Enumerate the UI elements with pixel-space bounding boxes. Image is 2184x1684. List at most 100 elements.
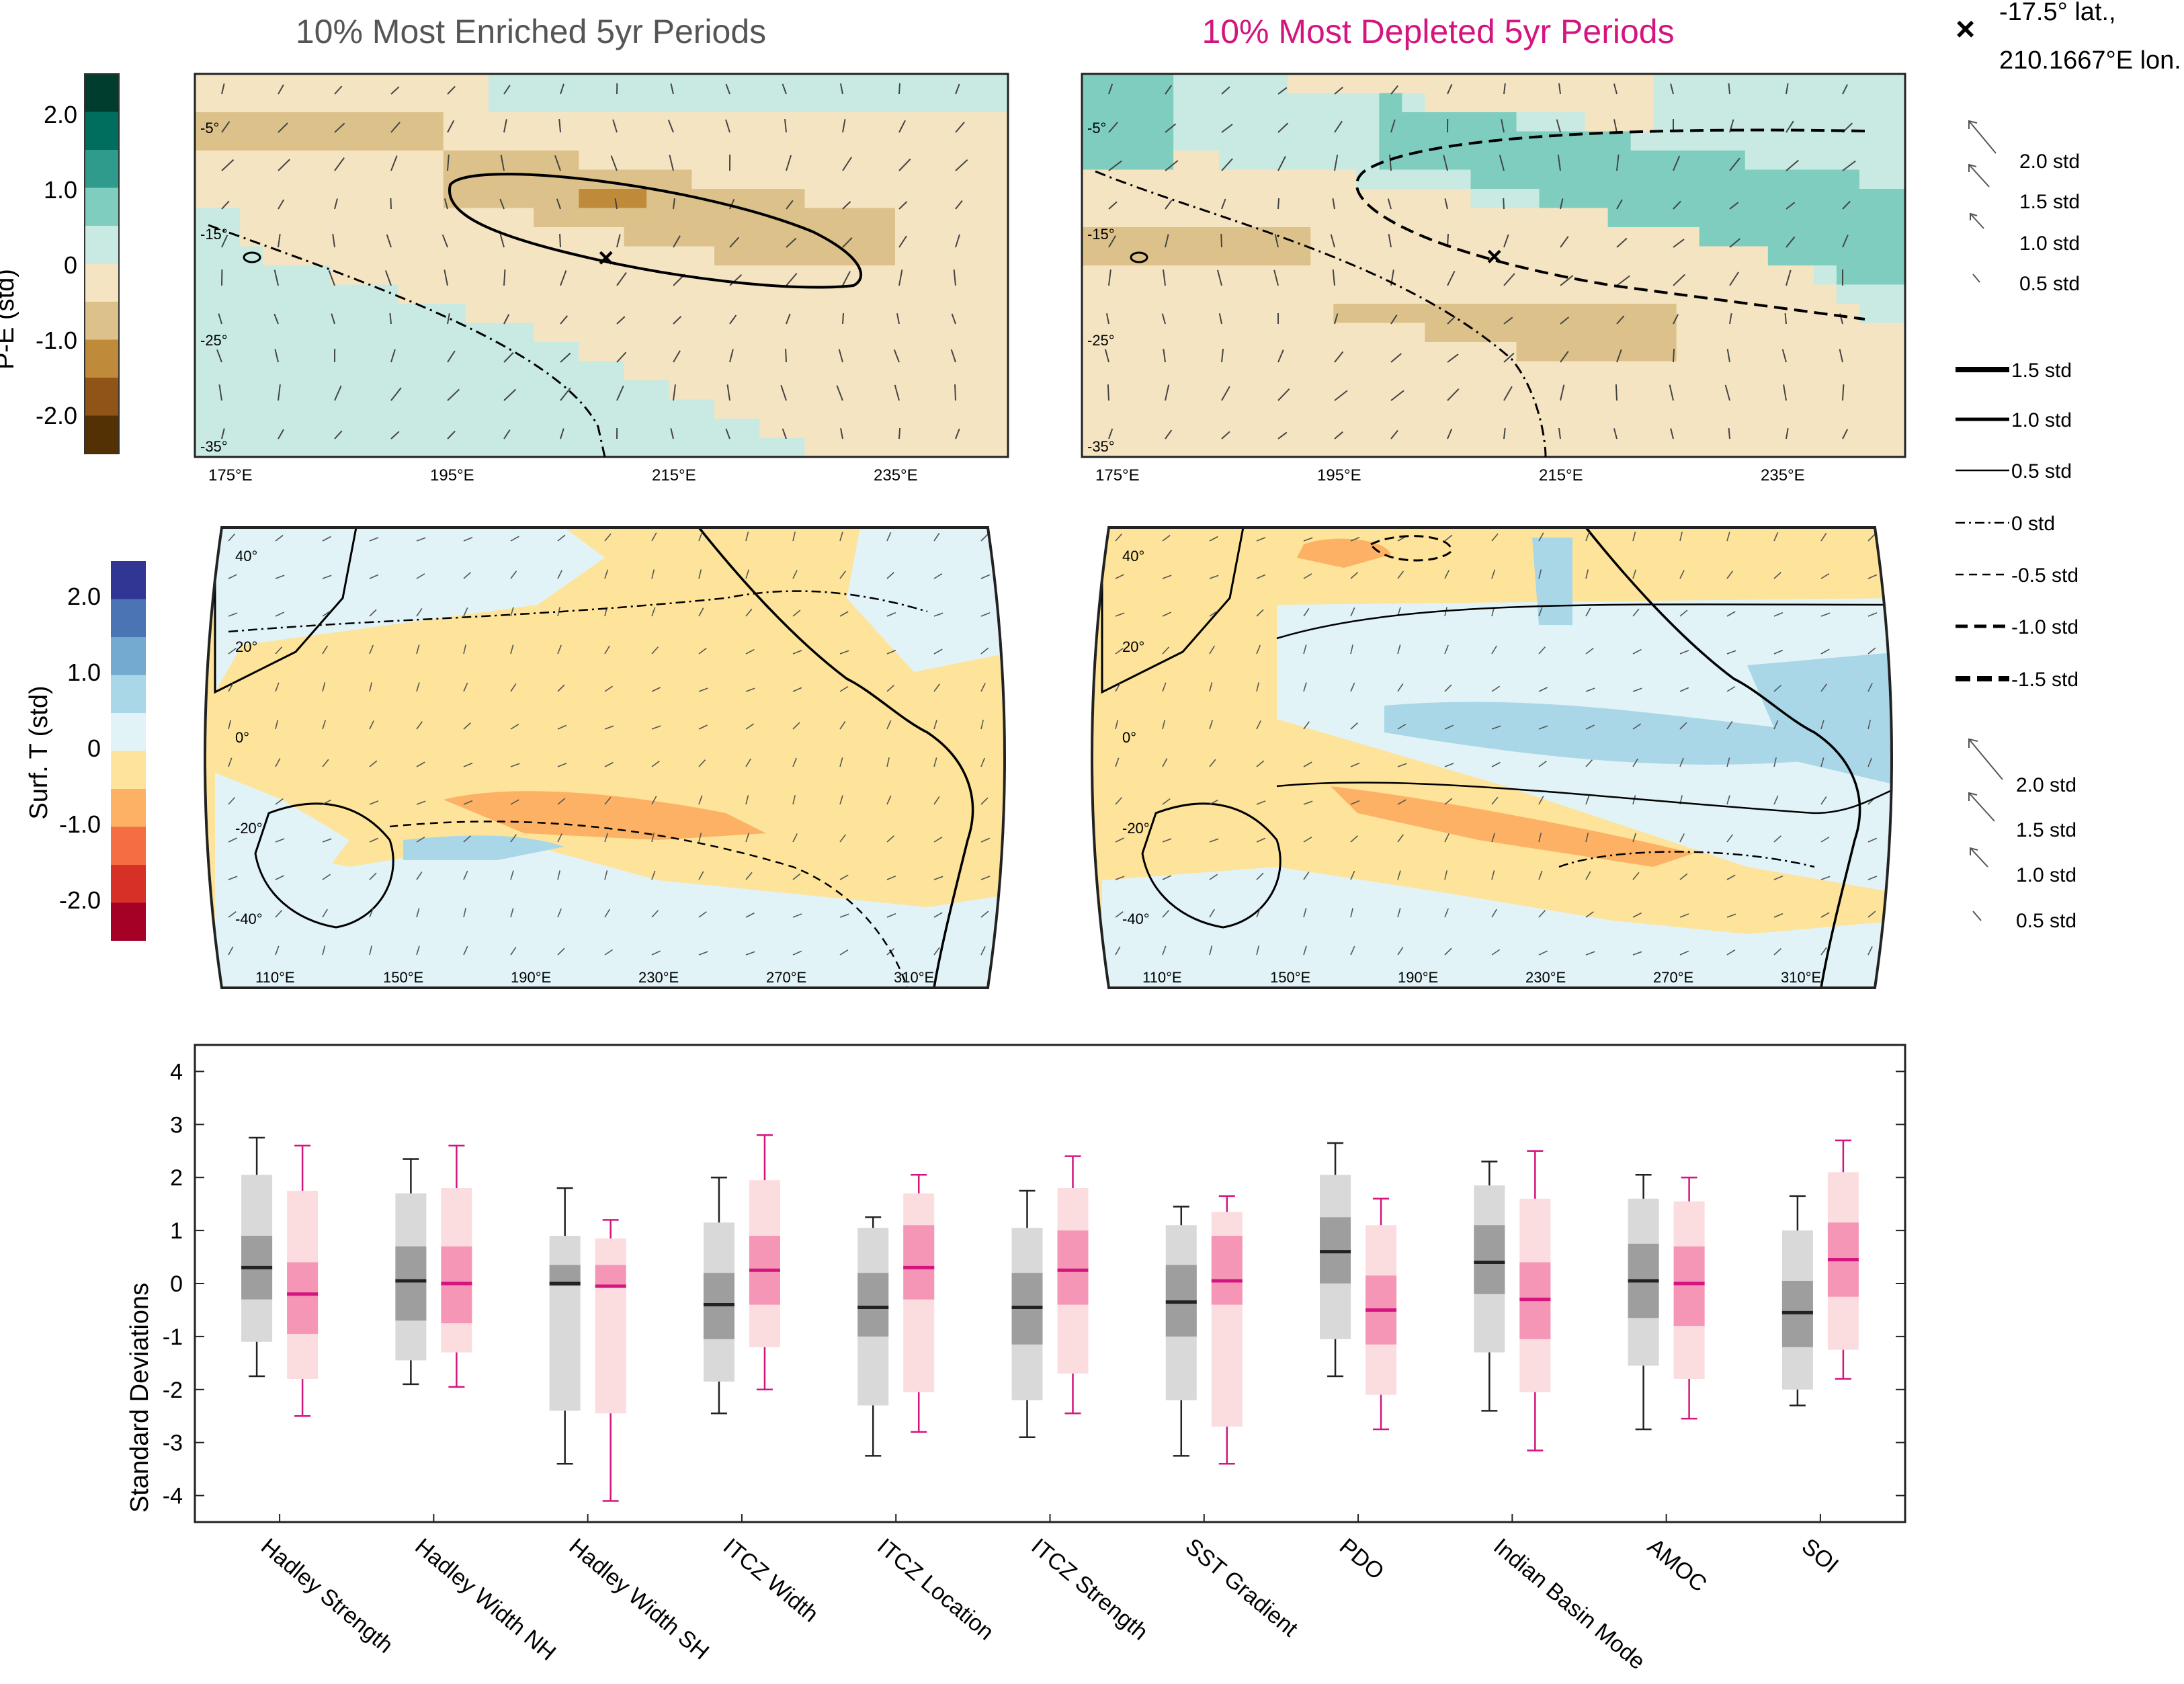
pe-cell	[421, 189, 444, 209]
pe-cell	[443, 208, 466, 228]
pe-cell	[1767, 93, 1792, 113]
contour-legend-label: 0 std	[2011, 513, 2055, 535]
pe-cell	[624, 208, 647, 228]
pe-cell	[240, 380, 263, 401]
pe-cell	[1447, 131, 1472, 151]
pe-cell	[1265, 93, 1288, 113]
pe-cell	[556, 342, 579, 362]
pe-cell	[1813, 246, 1837, 266]
pe-cell	[534, 437, 557, 458]
pe-cell	[262, 93, 286, 113]
sst-colorbar-tick: 0	[87, 734, 101, 762]
pe-cell	[1653, 399, 1677, 419]
pe-cell	[330, 208, 353, 228]
pe-cell	[1699, 131, 1723, 151]
pe-cell	[849, 246, 873, 266]
pe-cell	[1173, 169, 1197, 190]
pe-cell	[353, 380, 376, 401]
pe-cell	[624, 323, 647, 343]
pe-cell	[443, 399, 466, 419]
pe-cell	[262, 419, 286, 439]
pe-cell	[1882, 227, 1906, 247]
y-tick-label: 3	[170, 1112, 183, 1138]
pe-cell	[353, 284, 376, 304]
wind-legend-bottom: 2.0 std 1.5 std 1.0 std 0.5 std	[1968, 738, 2076, 932]
pe-cell	[1630, 304, 1654, 324]
pe-cell	[1402, 169, 1426, 190]
pe-cell	[1882, 419, 1906, 439]
pe-cell	[962, 246, 986, 266]
pe-cell	[1745, 361, 1769, 381]
pe-cell	[1562, 246, 1586, 266]
pe-cell	[240, 93, 263, 113]
y-tick-label: -1	[163, 1324, 183, 1350]
pe-cell	[1722, 437, 1746, 458]
pe-cell	[1128, 265, 1151, 286]
pe-cell	[1836, 361, 1860, 381]
pe-cell	[782, 265, 806, 286]
pe-cell	[714, 342, 738, 362]
pe-cell	[714, 380, 738, 401]
pe-cell	[894, 169, 919, 190]
pe-cell	[443, 246, 466, 266]
pe-cell	[872, 131, 896, 151]
pe-cell	[1516, 284, 1540, 304]
pe-cell	[421, 323, 444, 343]
pe-cell	[1265, 399, 1288, 419]
pe-cell	[849, 380, 873, 401]
pe-cell	[1150, 323, 1174, 343]
pe-cell	[962, 419, 986, 439]
pe-cell	[669, 112, 693, 132]
pe-cell	[962, 227, 986, 247]
pe-cell	[1813, 151, 1837, 171]
pe-cell	[917, 323, 941, 343]
pe-cell	[1219, 74, 1243, 94]
pe-cell	[1882, 151, 1906, 171]
pe-cell	[217, 323, 241, 343]
lat-tick-label: -5°	[200, 120, 219, 136]
pe-cell	[240, 437, 263, 458]
pe-cell	[308, 304, 331, 324]
pe-cell	[443, 131, 466, 151]
pe-cell	[1173, 265, 1197, 286]
pe-cell	[421, 74, 444, 94]
pe-cell	[1173, 380, 1197, 401]
pe-cell	[1630, 189, 1654, 209]
pe-cell	[1882, 189, 1906, 209]
box-depleted	[595, 1219, 626, 1502]
pe-cell	[827, 304, 851, 324]
pe-cell	[1379, 399, 1402, 419]
pe-cell	[1813, 323, 1837, 343]
pe-cell	[353, 208, 376, 228]
pe-cell	[1105, 74, 1128, 94]
pe-cell	[1333, 361, 1357, 381]
pe-cell	[1333, 323, 1357, 343]
pe-cell	[217, 419, 241, 439]
pe-cell	[1288, 323, 1311, 343]
pe-cell	[1790, 342, 1814, 362]
pe-cell	[1607, 131, 1632, 151]
pe-cell	[1607, 112, 1632, 132]
pe-cell	[691, 323, 715, 343]
pe-cell	[1653, 93, 1677, 113]
category-label: Indian Basin Mode	[1488, 1533, 1650, 1675]
pe-cell	[1836, 112, 1860, 132]
pe-cell	[1585, 151, 1609, 171]
pe-cell	[1310, 284, 1334, 304]
pe-cell	[1813, 189, 1837, 209]
pe-cell	[1470, 437, 1495, 458]
pe-cell	[1859, 399, 1883, 419]
pe-cell	[1082, 131, 1105, 151]
pe-cell	[782, 323, 806, 343]
pe-cell	[1379, 437, 1402, 458]
pe-cell	[1173, 189, 1197, 209]
pe-cell	[1288, 265, 1311, 286]
pe-colorbar-tick: -2.0	[36, 402, 77, 429]
pe-cell	[1539, 93, 1563, 113]
pe-cell	[849, 284, 873, 304]
pe-cell	[330, 246, 353, 266]
pe-cell	[601, 169, 625, 190]
pe-cell	[894, 342, 919, 362]
pe-cell	[1356, 227, 1380, 247]
pe-colorbar-cell	[85, 150, 119, 188]
